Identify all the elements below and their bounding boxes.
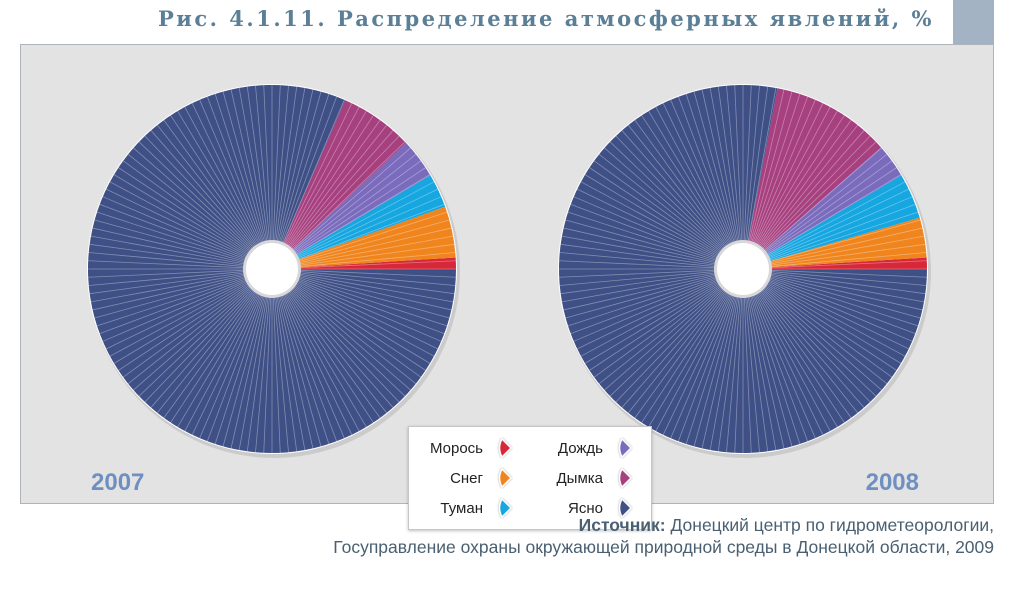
pie-slice-2007-4	[272, 100, 407, 269]
legend-label: Снег	[450, 469, 483, 487]
legend-swatch-icon	[498, 467, 513, 489]
pie-charts: 2007 2008	[87, 84, 931, 496]
pie-hole	[246, 243, 298, 295]
source-line-1: Источник: Донецкий центр по гидрометеоро…	[333, 514, 994, 536]
legend-label: Туман	[440, 499, 483, 517]
legend-swatch-icon	[498, 497, 513, 519]
pie-rays	[88, 85, 456, 453]
source-text-2: Госуправление охраны окружающей природно…	[333, 537, 994, 557]
legend-label: Морось	[429, 439, 483, 457]
pie-slice-2007-1	[272, 206, 456, 269]
legend-item-tuman: Туман	[409, 495, 513, 521]
legend-swatch-icon	[618, 497, 633, 519]
pie-slice-2007-3	[272, 143, 431, 269]
legend-label: Ясно	[568, 499, 603, 517]
legend-item-sneg: Снег	[409, 465, 513, 491]
pie-slice-2008-4	[743, 88, 882, 269]
legend-swatch-icon	[618, 467, 633, 489]
legend-item-dymka: Дымка	[515, 465, 633, 491]
legend-label: Дождь	[557, 439, 603, 457]
legend-swatch-icon	[498, 437, 513, 459]
chart-title: Рис. 4.1.11. Распределение атмосферных я…	[158, 6, 934, 31]
year-label-2008: 2008	[866, 469, 919, 496]
legend-item-dozhd: Дождь	[515, 435, 633, 461]
legend: Морось Снег Туман Дождь Дымка Ясно	[408, 426, 652, 530]
year-label-2007: 2007	[91, 469, 144, 496]
source-text-1: Донецкий центр по гидрометеорологии,	[670, 515, 995, 535]
pie-slice-2007-2	[272, 175, 446, 269]
pie-rays	[559, 85, 927, 453]
pie-chart-2007	[87, 84, 460, 458]
pie-hole	[717, 243, 769, 295]
pie-slice-2008-1	[743, 217, 927, 269]
legend-item-yasno: Ясно	[515, 495, 633, 521]
legend-label: Дымка	[556, 469, 604, 487]
pie-slice-2008-3	[743, 147, 902, 269]
source-label: Источник:	[578, 515, 666, 535]
pie-slice-2007-0	[272, 257, 456, 269]
pie-slice-2008-2	[743, 175, 920, 269]
legend-item-moros: Морось	[409, 435, 513, 461]
pie-chart-2008	[558, 84, 931, 458]
chart-panel: 2007 2008 Морось Снег Туман Дождь Дымка Я…	[20, 44, 994, 530]
legend-swatch-icon	[618, 437, 633, 459]
pie-slice-2008-0	[743, 257, 927, 269]
source-note: Источник: Донецкий центр по гидрометеоро…	[333, 514, 994, 558]
